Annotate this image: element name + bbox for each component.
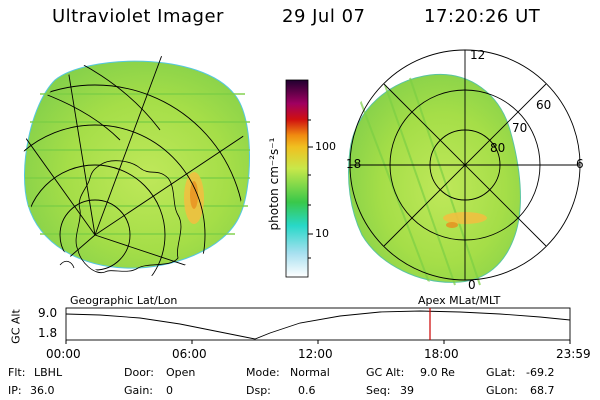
x-tick-1800: 18:00 [424, 347, 459, 361]
x-tick-2359: 23:59 [556, 347, 591, 361]
altitude-curve [65, 310, 571, 340]
mlt-label-0: 0 [468, 278, 476, 292]
status-value: 36.0 [30, 384, 55, 397]
polar-mlt-panel [348, 49, 581, 286]
status-value: 0 [166, 384, 173, 397]
status-label: GLon: [486, 384, 518, 397]
x-tick-0000: 00:00 [46, 347, 81, 361]
status-label: GLat: [486, 366, 516, 379]
colorbar-unit-label: photon cm⁻²s⁻¹ [267, 137, 281, 231]
observation-date: 29 Jul 07 [282, 6, 366, 27]
x-tick-1200: 12:00 [298, 347, 333, 361]
colorbar-scale [285, 79, 309, 278]
polar-uv-image [348, 73, 521, 283]
observation-time: 17:20:26 UT [424, 6, 541, 27]
scan-stripes [25, 93, 250, 235]
status-label: Gain: [124, 384, 153, 397]
x-tick-0600: 06:00 [172, 347, 207, 361]
mlt-label-6: 6 [576, 157, 584, 171]
status-label: Mode: [246, 366, 280, 379]
lat-label-70: 70 [512, 121, 528, 135]
apex-caption: Apex MLat/MLT [418, 294, 501, 307]
status-label: Door: [124, 366, 154, 379]
status-value: LBHL [34, 366, 63, 379]
y-tick-1-8: 1.8 [38, 326, 58, 340]
status-label: Flt: [8, 366, 26, 379]
mlt-label-18: 18 [346, 157, 362, 171]
colorbar-tick-10: 10 [315, 227, 329, 240]
colorbar [285, 79, 313, 278]
status-value: 39 [400, 384, 414, 397]
geographic-image-panel [23, 53, 250, 277]
instrument-title: Ultraviolet Imager [52, 6, 224, 27]
status-label: Seq: [366, 384, 391, 397]
colorbar-tick-100: 100 [315, 140, 336, 153]
status-value: 68.7 [530, 384, 555, 397]
geographic-uv-image [23, 60, 250, 269]
altitude-timeline [65, 307, 571, 344]
status-label: Dsp: [246, 384, 271, 397]
lat-label-60: 60 [536, 98, 552, 112]
status-label: GC Alt: [366, 366, 405, 379]
polar-grid [349, 49, 581, 281]
y-tick-9: 9.0 [38, 306, 58, 320]
status-value: -69.2 [526, 366, 555, 379]
mlt-label-12: 12 [470, 48, 486, 62]
geographic-caption: Geographic Lat/Lon [70, 294, 178, 307]
lat-label-80: 80 [490, 141, 506, 155]
status-value: 9.0 Re [420, 366, 455, 379]
status-label: IP: [8, 384, 22, 397]
status-value: Normal [290, 366, 330, 379]
timeline-y-label: GC Alt [9, 309, 23, 344]
status-value: 0.6 [298, 384, 316, 397]
status-value: Open [166, 366, 196, 379]
coastline [75, 160, 182, 274]
